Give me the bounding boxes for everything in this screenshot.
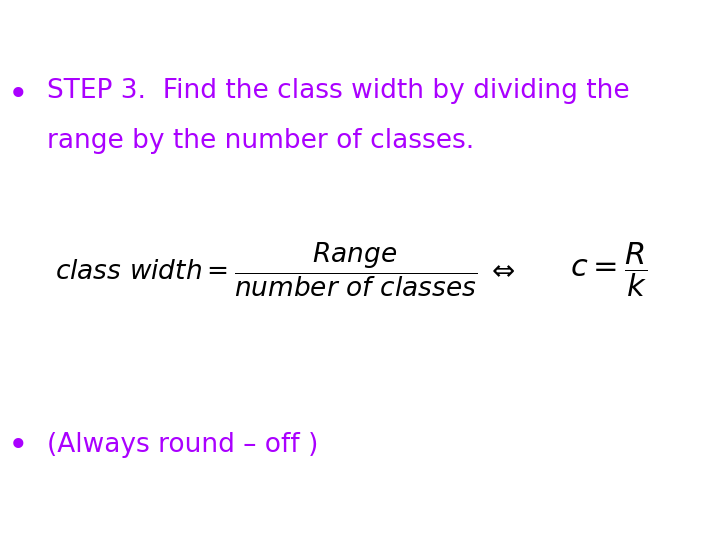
Text: $\mathit{c} = \dfrac{\mathit{R}}{\mathit{k}}$: $\mathit{c} = \dfrac{\mathit{R}}{\mathit…	[570, 241, 647, 299]
Text: •: •	[8, 429, 28, 462]
Text: STEP 3.  Find the class width by dividing the: STEP 3. Find the class width by dividing…	[47, 78, 629, 104]
Text: •: •	[8, 78, 28, 112]
Text: $\Leftrightarrow$: $\Leftrightarrow$	[486, 256, 515, 284]
Text: (Always round – off ): (Always round – off )	[47, 433, 318, 458]
Text: $\mathit{class\ width} = \dfrac{\mathit{Range}}{\mathit{number\ of\ classes}}$: $\mathit{class\ width} = \dfrac{\mathit{…	[55, 241, 477, 299]
Text: range by the number of classes.: range by the number of classes.	[47, 128, 474, 154]
